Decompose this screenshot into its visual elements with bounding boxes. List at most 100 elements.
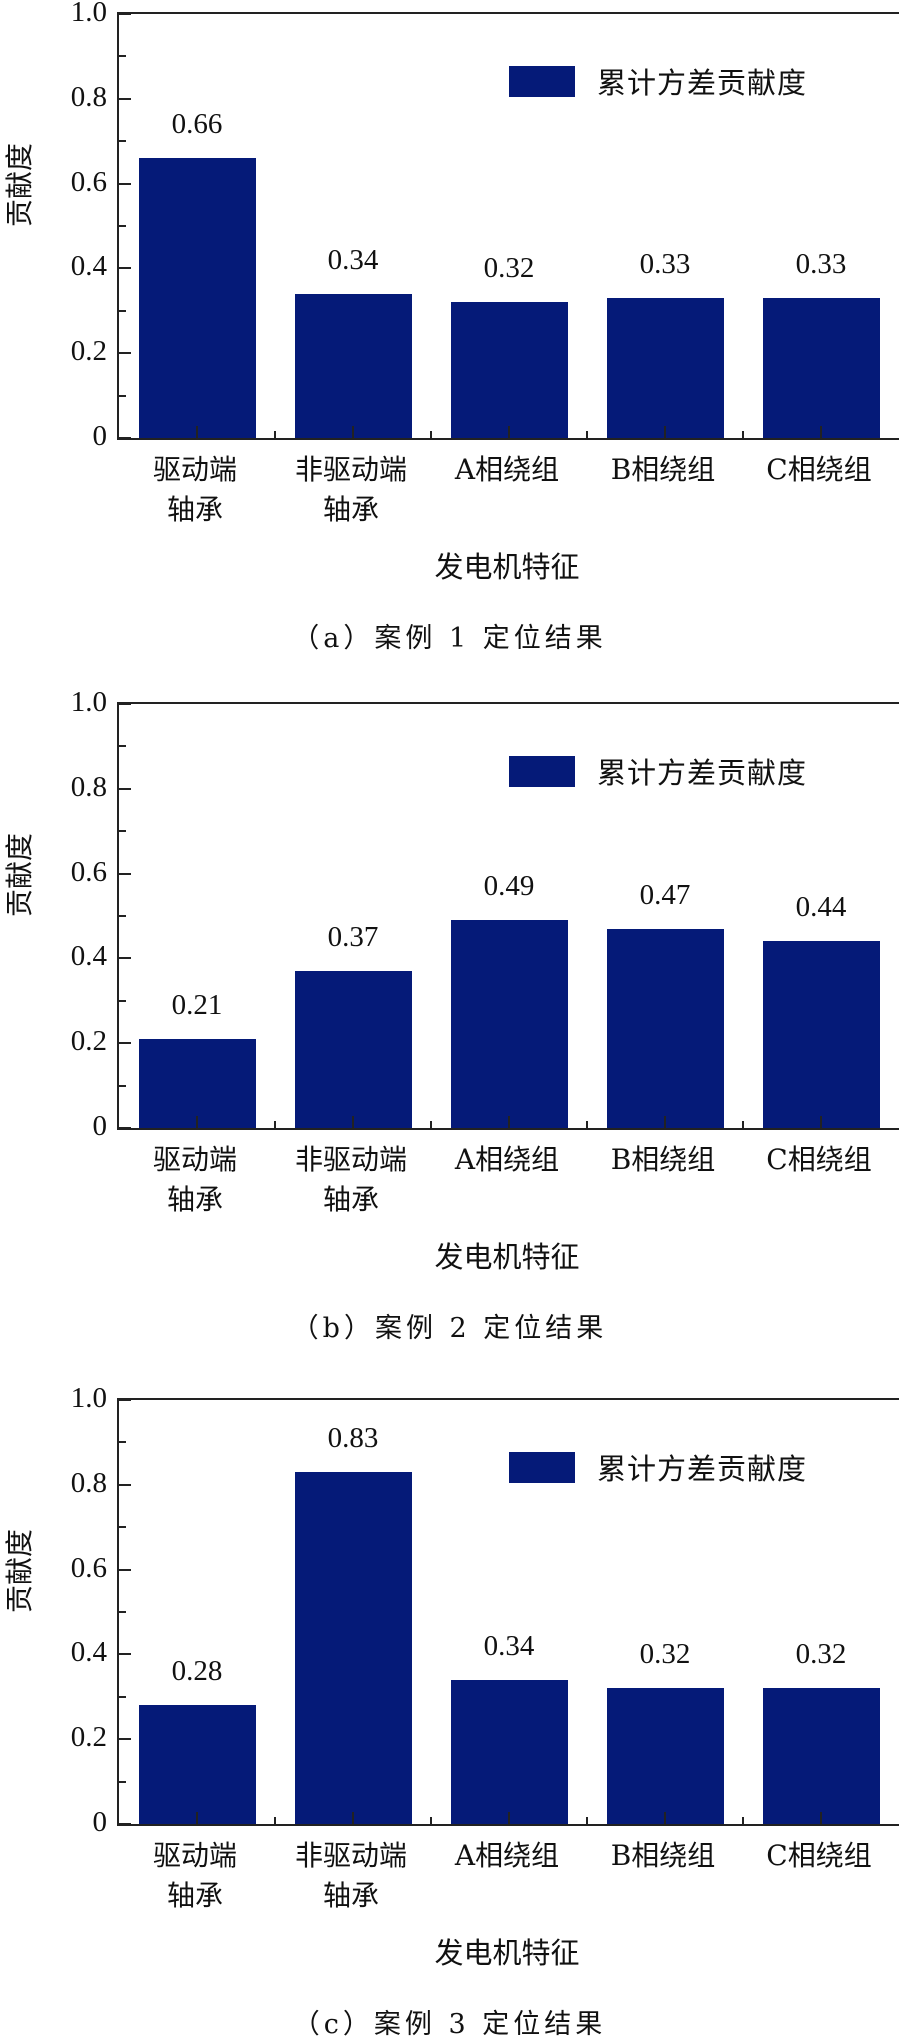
x-minor-tick bbox=[274, 1121, 276, 1128]
bar-value-label: 0.44 bbox=[795, 891, 847, 924]
bar[interactable] bbox=[294, 293, 412, 438]
x-major-tick bbox=[820, 1116, 822, 1128]
figure-caption: （c）案例 3 定位结果 bbox=[292, 2009, 607, 2040]
y-tick-label: 0.6 bbox=[70, 855, 107, 888]
x-minor-tick bbox=[586, 1121, 588, 1128]
legend-swatch bbox=[509, 1451, 575, 1483]
bar[interactable] bbox=[606, 928, 724, 1128]
y-tick-label: 0 bbox=[92, 420, 108, 452]
x-tick-label: 非驱动端 轴承 bbox=[294, 1839, 407, 1912]
y-axis-title: 贡献度 bbox=[3, 142, 36, 228]
x-tick-label: 驱动端 轴承 bbox=[152, 1143, 237, 1216]
y-major-tick bbox=[119, 957, 131, 960]
y-tick-label: 0.2 bbox=[70, 1025, 107, 1058]
x-tick-label: 驱动端 轴承 bbox=[152, 453, 237, 526]
y-major-tick bbox=[119, 1823, 131, 1825]
x-major-tick bbox=[196, 1812, 198, 1824]
y-minor-tick bbox=[119, 1441, 126, 1444]
y-minor-tick bbox=[119, 999, 126, 1002]
bar[interactable] bbox=[138, 158, 256, 438]
y-tick-label: 0 bbox=[92, 1110, 108, 1142]
y-tick-label: 0.8 bbox=[70, 80, 107, 113]
bar-value-label: 0.32 bbox=[639, 1638, 691, 1671]
x-axis-title: 发电机特征 bbox=[434, 1240, 580, 1274]
bar[interactable] bbox=[606, 1688, 724, 1824]
legend: 累计方差贡献度 bbox=[509, 1446, 807, 1488]
y-tick-label: 0.8 bbox=[70, 1466, 107, 1499]
x-minor-tick bbox=[586, 1817, 588, 1824]
x-minor-tick bbox=[430, 1817, 432, 1824]
x-minor-tick bbox=[274, 1817, 276, 1824]
y-minor-tick bbox=[119, 140, 126, 143]
x-minor-tick bbox=[274, 431, 276, 438]
y-tick-label: 0.4 bbox=[70, 940, 107, 973]
x-tick-label: A相绕组 bbox=[454, 1839, 560, 1872]
x-major-tick bbox=[664, 1812, 666, 1824]
y-axis-title: 贡献度 bbox=[3, 832, 36, 918]
x-minor-tick bbox=[742, 1817, 744, 1824]
bar[interactable] bbox=[450, 302, 568, 438]
y-major-tick bbox=[119, 13, 131, 15]
y-major-tick bbox=[119, 1568, 131, 1571]
bar[interactable] bbox=[294, 1472, 412, 1824]
bar[interactable] bbox=[294, 971, 412, 1128]
plot-area: 0.21 0.37 0.49 0.47 0.44 累计方差贡献度 bbox=[117, 702, 899, 1130]
x-tick-label: A相绕组 bbox=[454, 1143, 560, 1176]
x-major-tick bbox=[352, 426, 354, 438]
x-tick-label: B相绕组 bbox=[610, 1839, 716, 1872]
x-major-tick bbox=[820, 1812, 822, 1824]
x-tick-label: 非驱动端 轴承 bbox=[294, 453, 407, 526]
bar[interactable] bbox=[762, 298, 880, 438]
legend-label: 累计方差贡献度 bbox=[597, 1452, 808, 1486]
y-minor-tick bbox=[119, 225, 126, 227]
y-tick-label: 0.2 bbox=[70, 1721, 107, 1754]
y-major-tick bbox=[119, 787, 131, 790]
y-major-tick bbox=[119, 1653, 131, 1656]
plot-area: 0.66 0.34 0.32 0.33 0.33 累计方差贡献度 bbox=[117, 12, 899, 440]
y-major-tick bbox=[119, 703, 131, 705]
y-minor-tick bbox=[119, 1611, 126, 1613]
x-tick-label: 驱动端 轴承 bbox=[152, 1839, 237, 1912]
bar[interactable] bbox=[762, 941, 880, 1128]
x-major-tick bbox=[664, 1116, 666, 1128]
legend-swatch bbox=[509, 755, 575, 787]
y-tick-label: 0.2 bbox=[70, 335, 107, 368]
bar[interactable] bbox=[450, 1679, 568, 1824]
x-minor-tick bbox=[742, 431, 744, 438]
y-tick-label: 0 bbox=[92, 1806, 108, 1838]
y-tick-label: 1.0 bbox=[70, 1382, 107, 1414]
bar[interactable] bbox=[450, 920, 568, 1128]
x-major-tick bbox=[508, 426, 510, 438]
bar[interactable] bbox=[762, 1688, 880, 1824]
x-minor-tick bbox=[430, 431, 432, 438]
y-minor-tick bbox=[119, 915, 126, 917]
bar-value-label: 0.83 bbox=[327, 1422, 379, 1455]
x-tick-label: B相绕组 bbox=[610, 1143, 716, 1176]
bar[interactable] bbox=[138, 1038, 256, 1128]
legend: 累计方差贡献度 bbox=[509, 750, 807, 792]
bar-value-label: 0.66 bbox=[171, 108, 223, 141]
x-tick-label: 非驱动端 轴承 bbox=[294, 1143, 407, 1216]
x-major-tick bbox=[352, 1812, 354, 1824]
figure-caption: （b）案例 2 定位结果 bbox=[291, 1313, 608, 1344]
y-minor-tick bbox=[119, 1526, 126, 1529]
bar-value-label: 0.33 bbox=[639, 248, 691, 281]
x-major-tick bbox=[352, 1116, 354, 1128]
x-tick-label: A相绕组 bbox=[454, 453, 560, 486]
y-major-tick bbox=[119, 267, 131, 270]
y-major-tick bbox=[119, 1042, 131, 1045]
y-minor-tick bbox=[119, 55, 126, 58]
bar[interactable] bbox=[138, 1705, 256, 1824]
y-minor-tick bbox=[119, 1084, 126, 1087]
legend: 累计方差贡献度 bbox=[509, 60, 807, 102]
x-major-tick bbox=[196, 426, 198, 438]
y-major-tick bbox=[119, 182, 131, 185]
y-minor-tick bbox=[119, 1780, 126, 1783]
x-tick-label: C相绕组 bbox=[766, 453, 872, 486]
y-tick-label: 0.4 bbox=[70, 250, 107, 283]
y-minor-tick bbox=[119, 745, 126, 748]
bar[interactable] bbox=[606, 298, 724, 438]
x-axis-title: 发电机特征 bbox=[434, 1936, 580, 1970]
x-minor-tick bbox=[586, 431, 588, 438]
bar-value-label: 0.37 bbox=[327, 921, 379, 954]
